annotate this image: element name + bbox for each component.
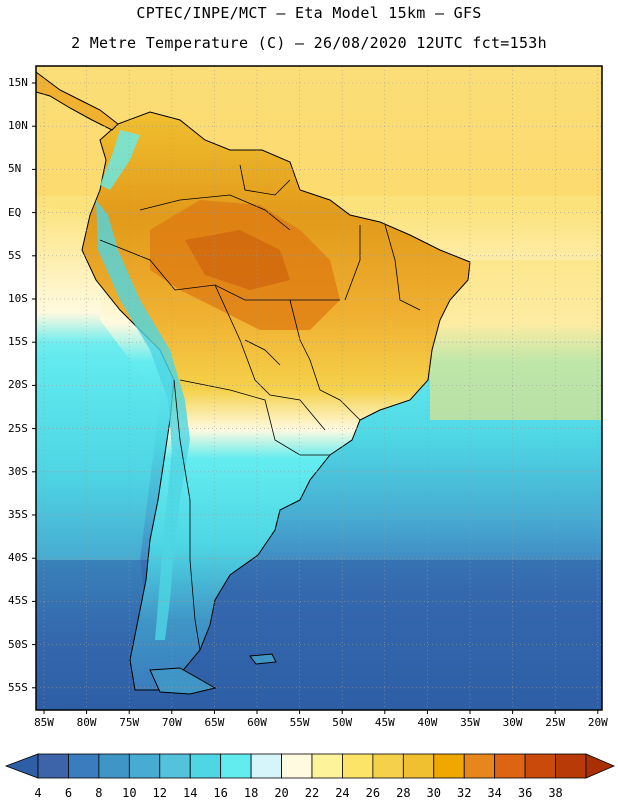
lon-label: 35W (460, 716, 480, 729)
amazon-heat-peak (185, 230, 290, 290)
lat-label: 5N (8, 162, 22, 176)
lat-label: 40S (8, 551, 28, 565)
colorbar-swatch (402, 753, 435, 779)
colorbar-label: 30 (426, 786, 441, 800)
lat-lon-grid (36, 66, 602, 710)
colorbar-swatch (494, 753, 526, 779)
colorbar-swatch (98, 753, 130, 779)
colorbar-swatch (555, 753, 587, 779)
colorbar-label: 4 (34, 786, 42, 800)
lat-label: 10S (8, 292, 28, 305)
lon-label: 50W (332, 716, 353, 729)
colorbar-label: 14 (182, 786, 198, 800)
axis-ticks (32, 82, 599, 714)
colorbar-swatch (342, 753, 374, 779)
lon-label: 30W (502, 716, 523, 729)
colorbar-label: 26 (365, 786, 381, 800)
colorbar-swatch (372, 753, 404, 779)
colorbar-label: 8 (95, 786, 103, 800)
lon-label: 65W (204, 716, 225, 729)
colorbar-swatch (524, 753, 556, 779)
lon-label: 40W (417, 716, 438, 729)
lon-label: 60W (247, 716, 267, 729)
lat-label: EQ (8, 205, 22, 219)
colorbar-label: 16 (213, 786, 228, 800)
map-title-line1: CPTEC/INPE/MCT – Eta Model 15km – GFS (136, 4, 482, 22)
southern-ocean-field (36, 560, 602, 710)
lat-label: 20S (8, 378, 28, 392)
lat-label: 55S (8, 680, 28, 694)
lon-label: 70W (161, 716, 182, 729)
colorbar-high-arrow (585, 753, 616, 779)
andes-cold-strip (96, 200, 190, 640)
lat-label: 15S (8, 335, 28, 349)
colorbar-swatch (189, 753, 222, 779)
colorbar-swatch (159, 753, 191, 779)
colorbar-label: 32 (456, 786, 472, 800)
lat-label: 10N (8, 119, 28, 133)
colorbar-label: 28 (396, 786, 411, 800)
colorbar-label: 22 (304, 786, 320, 800)
lon-label: 20W (587, 716, 608, 729)
colorbar-swatch (68, 753, 100, 779)
colorbar-label: 6 (64, 786, 73, 800)
colorbar-swatch (250, 753, 282, 779)
tierra-del-fuego (149, 667, 217, 695)
colorbar-swatch (37, 753, 69, 779)
lat-label: 5S (8, 248, 22, 262)
falkland-islands (249, 653, 277, 665)
lat-label: 25S (8, 421, 28, 435)
colorbar-swatch (433, 753, 465, 779)
colorbar-swatch (311, 753, 343, 779)
lon-label: 85W (34, 716, 54, 729)
central-america (36, 71, 119, 131)
lat-label: 35S (8, 508, 28, 521)
colorbar (4, 753, 616, 779)
colorbar-swatch (128, 753, 161, 779)
lat-label: 15N (8, 76, 28, 89)
map-frame (35, 65, 603, 711)
colorbar-label: 20 (274, 786, 289, 800)
colorbar-label: 12 (152, 786, 167, 800)
colorbar-swatch (463, 753, 496, 779)
colorbar-label: 18 (243, 786, 259, 800)
lat-label: 45S (8, 594, 28, 608)
lat-label: 50S (8, 637, 28, 651)
lon-label: 45W (374, 716, 395, 729)
lat-label: 30S (8, 464, 28, 478)
colorbar-label: 36 (517, 786, 533, 800)
colorbar-low-arrow (4, 753, 39, 779)
lon-label: 75W (119, 716, 140, 729)
northern-andes-cold (100, 130, 140, 190)
colorbar-swatch (220, 753, 252, 779)
plot-area (36, 66, 602, 710)
lon-label: 25W (545, 716, 566, 729)
colorbar-swatch (281, 753, 313, 779)
lon-label: 55W (289, 716, 310, 729)
map-title-line2: 2 Metre Temperature (C) – 26/08/2020 12U… (71, 34, 547, 52)
colorbar-label: 10 (122, 786, 137, 800)
colorbar-label: 38 (548, 786, 563, 800)
colorbar-label: 24 (335, 786, 350, 800)
lon-label: 80W (76, 716, 97, 729)
colorbar-label: 34 (487, 786, 502, 800)
country-borders (99, 164, 421, 651)
